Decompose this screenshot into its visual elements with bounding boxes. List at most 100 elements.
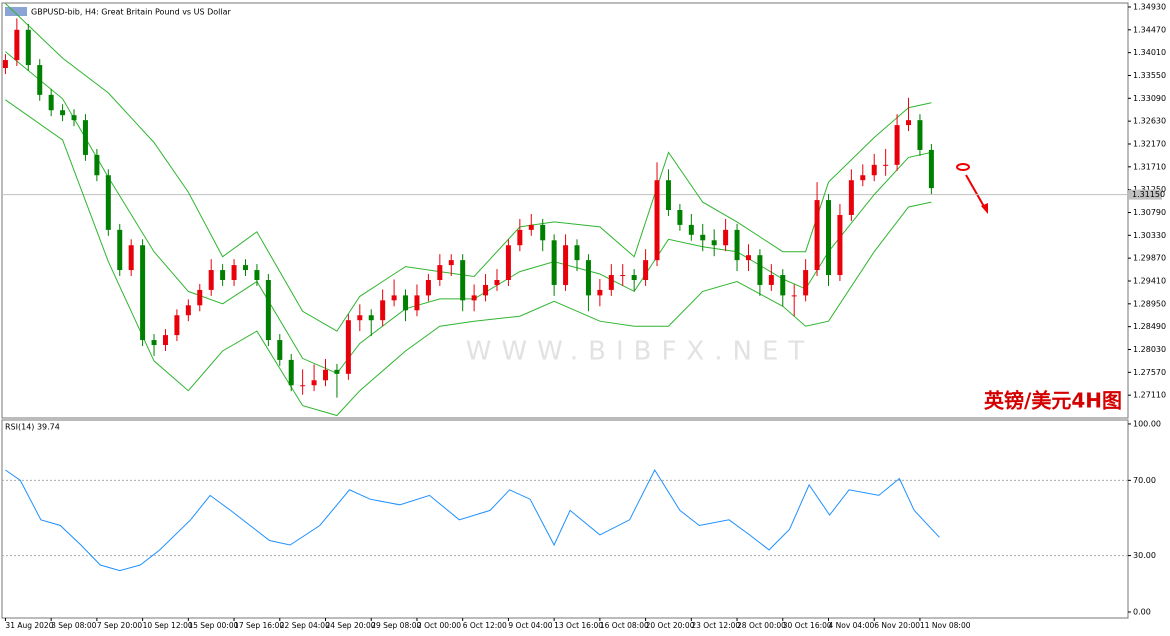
- candle-body: [871, 164, 877, 176]
- arrow-head: [981, 203, 988, 214]
- y-tick-label: 1.32170: [1133, 139, 1166, 148]
- x-tick-label: 16 Oct 08:00: [600, 621, 649, 630]
- candle-body: [860, 175, 866, 181]
- y-tick-label: 1.30790: [1133, 208, 1166, 217]
- candle-body: [117, 229, 123, 271]
- rsi-tick-label: 30.00: [1133, 551, 1156, 560]
- y-tick-label: 1.29870: [1133, 254, 1166, 263]
- rsi-tick-label: 0.00: [1133, 607, 1151, 616]
- candle-body: [745, 255, 751, 261]
- x-tick-label: 10 Sep 12:00: [143, 621, 193, 630]
- y-tick-label: 1.31710: [1133, 162, 1166, 171]
- candle-body: [151, 340, 157, 346]
- candle-body: [665, 180, 671, 211]
- candle-body: [208, 270, 214, 290]
- candle-body: [437, 265, 443, 280]
- candle-body: [231, 265, 237, 280]
- candle-body: [928, 149, 934, 189]
- y-tick-label: 1.34010: [1133, 48, 1166, 57]
- candle-body: [494, 279, 500, 285]
- y-tick-label: 1.28950: [1133, 299, 1166, 308]
- candle-body: [334, 369, 340, 374]
- candle-body: [825, 200, 831, 276]
- candle-body: [837, 214, 843, 276]
- x-tick-label: 9 Oct 04:00: [508, 621, 552, 630]
- bollinger-upper: [5, 3, 932, 332]
- candle-body: [185, 305, 191, 316]
- candle-body: [288, 359, 294, 386]
- arrow-shaft: [965, 174, 987, 211]
- candle-body: [597, 289, 603, 296]
- last-price-label: 1.31150: [1132, 190, 1165, 199]
- y-tick-label: 1.34930: [1133, 2, 1166, 11]
- candle-body: [265, 279, 271, 341]
- candle-body: [814, 200, 820, 271]
- candle-body: [528, 224, 534, 230]
- x-tick-label: 20 Oct 20:00: [646, 621, 695, 630]
- x-tick-label: 4 Nov 04:00: [828, 621, 874, 630]
- rsi-line: [5, 468, 940, 572]
- x-tick-label: 30 Oct 16:00: [783, 621, 832, 630]
- x-tick-label: 2 Oct 00:00: [417, 621, 461, 630]
- candle-body: [631, 275, 637, 280]
- candle-body: [757, 255, 763, 285]
- candle-body: [128, 245, 134, 271]
- candle-body: [380, 300, 386, 321]
- annotation: 英镑/美元4H图: [984, 389, 1122, 413]
- candle-body: [140, 245, 146, 341]
- candle-body: [585, 260, 591, 296]
- candle-body: [608, 275, 614, 290]
- candle-body: [2, 60, 8, 69]
- candle-body: [460, 260, 466, 301]
- candle-body: [368, 315, 374, 321]
- y-tick-label: 1.28030: [1133, 345, 1166, 354]
- candle-body: [197, 289, 203, 306]
- candle-body: [242, 265, 248, 271]
- candle-body: [643, 260, 649, 280]
- candle-body: [448, 260, 454, 266]
- candle-body: [883, 164, 889, 166]
- x-tick-label: 23 Oct 12:00: [691, 621, 740, 630]
- candle-body: [917, 120, 923, 150]
- candle-body: [403, 295, 409, 311]
- rsi-title: RSI(14) 39.74: [5, 423, 60, 432]
- candle-body: [162, 335, 168, 346]
- y-tick-label: 1.29410: [1133, 276, 1166, 285]
- x-tick-label: 29 Sep 08:00: [371, 621, 421, 630]
- candle-body: [540, 224, 546, 241]
- candle-body: [14, 29, 20, 61]
- y-tick-label: 1.30330: [1133, 231, 1166, 240]
- candle-body: [848, 180, 854, 215]
- y-tick-label: 1.34470: [1133, 25, 1166, 34]
- marker-circle: [956, 163, 970, 171]
- x-tick-label: 6 Nov 20:00: [874, 621, 920, 630]
- x-tick-label: 28 Oct 00:00: [737, 621, 786, 630]
- candle-body: [311, 380, 317, 386]
- candle-body: [505, 245, 511, 280]
- candle-body: [357, 315, 363, 321]
- chart-title: GBPUSD-bib, H4: Great Britain Pound vs U…: [31, 8, 232, 17]
- candle-body: [25, 29, 31, 66]
- candle-body: [780, 275, 786, 296]
- x-tick-label: 7 Sep 20:00: [97, 621, 143, 630]
- candle-body: [723, 229, 729, 246]
- candle-body: [711, 240, 717, 246]
- candle-body: [277, 340, 283, 360]
- symbol-icon: [5, 7, 27, 16]
- candle-body: [768, 275, 774, 285]
- watermark: WWW.BIBFX.NET: [466, 337, 815, 367]
- candle-body: [48, 94, 54, 111]
- x-tick-label: 22 Sep 04:00: [280, 621, 330, 630]
- x-tick-label: 15 Sep 00:00: [188, 621, 238, 630]
- candle-body: [345, 320, 351, 374]
- candle-body: [700, 234, 706, 241]
- candle-body: [254, 270, 260, 280]
- candle-body: [483, 284, 489, 296]
- candle-body: [574, 245, 580, 261]
- candle-body: [563, 245, 569, 285]
- y-tick-label: 1.33550: [1133, 71, 1166, 80]
- candle-body: [471, 295, 477, 301]
- candle-body: [791, 295, 797, 297]
